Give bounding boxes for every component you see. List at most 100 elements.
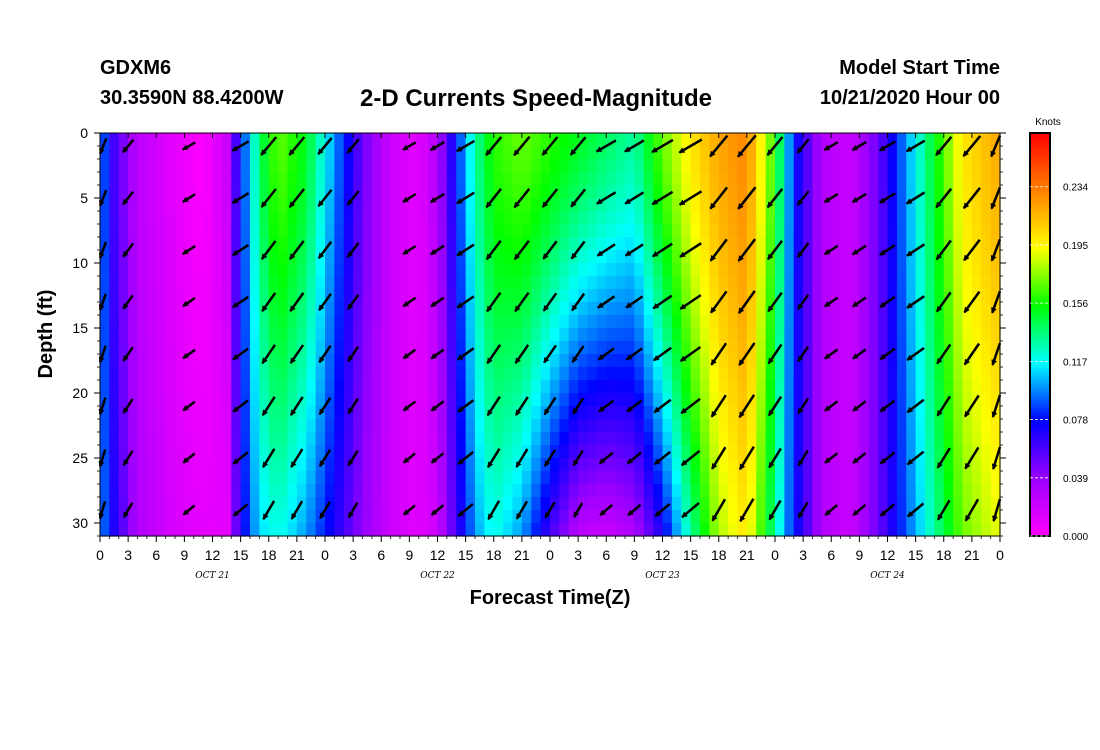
heatmap-cell — [671, 224, 682, 238]
heatmap-cell — [718, 406, 729, 420]
heatmap-cell — [775, 510, 785, 524]
current-vector-arrow — [346, 190, 360, 206]
heatmap-cell — [512, 445, 523, 459]
heatmap-cell — [278, 224, 289, 238]
heatmap-cell — [456, 419, 467, 433]
heatmap-cell — [896, 523, 907, 537]
heatmap-cell — [100, 250, 110, 264]
heatmap-cell — [456, 198, 467, 212]
heatmap-cell — [512, 523, 523, 537]
heatmap-cell — [493, 302, 504, 316]
heatmap-cell — [184, 367, 195, 381]
heatmap-cell — [550, 276, 560, 290]
heatmap-cell — [521, 250, 532, 264]
heatmap-cell — [962, 445, 973, 459]
current-vector-arrow — [990, 186, 1002, 210]
heatmap-cell — [671, 484, 682, 498]
heatmap-cell — [175, 237, 185, 251]
heatmap-cell — [193, 432, 204, 446]
heatmap-cell — [878, 315, 889, 329]
heatmap-cell — [606, 341, 617, 355]
heatmap-cell — [493, 406, 504, 420]
heatmap-cell — [746, 432, 757, 446]
heatmap-cell — [437, 458, 448, 472]
heatmap-cell — [831, 263, 842, 277]
heatmap-cell — [381, 406, 392, 420]
heatmap-cell — [737, 289, 748, 303]
heatmap-cell — [625, 354, 635, 368]
heatmap-cell — [596, 458, 607, 472]
heatmap-cell — [831, 133, 842, 147]
heatmap-cell — [390, 406, 401, 420]
current-vector-arrow — [852, 452, 867, 464]
current-vector-arrow — [231, 140, 250, 152]
heatmap-cell — [821, 302, 832, 316]
heatmap-cell — [803, 224, 814, 238]
heatmap-cell — [184, 289, 195, 303]
current-vector-arrow — [486, 343, 502, 365]
heatmap-cell — [803, 328, 814, 342]
heatmap-cell — [821, 315, 832, 329]
heatmap-cell — [100, 263, 110, 277]
heatmap-cell — [418, 146, 429, 160]
heatmap-cell — [306, 250, 317, 264]
heatmap-cell — [906, 302, 917, 316]
heatmap-cell — [615, 315, 626, 329]
heatmap-cell — [934, 471, 945, 485]
heatmap-cell — [231, 497, 242, 511]
heatmap-cell — [728, 341, 739, 355]
heatmap-cell — [306, 263, 317, 277]
heatmap-cell — [146, 198, 157, 212]
heatmap-cell — [700, 471, 710, 485]
heatmap-cell — [868, 445, 879, 459]
heatmap-cell — [175, 302, 185, 316]
heatmap-cell — [250, 445, 260, 459]
heatmap-cell — [596, 276, 607, 290]
heatmap-cell — [765, 185, 776, 199]
heatmap-cell — [296, 523, 307, 537]
heatmap-cell — [184, 432, 195, 446]
heatmap-cell — [625, 185, 635, 199]
heatmap-cell — [981, 510, 992, 524]
heatmap-cell — [315, 341, 326, 355]
heatmap-cell — [878, 393, 889, 407]
heatmap-cell — [409, 393, 420, 407]
current-vector-arrow — [737, 134, 757, 158]
heatmap-cell — [606, 263, 617, 277]
heatmap-cell — [203, 432, 214, 446]
current-vector-arrow — [906, 450, 925, 466]
heatmap-cell — [118, 276, 129, 290]
current-vector-arrow — [991, 342, 1002, 366]
heatmap-cell — [446, 250, 457, 264]
heatmap-cell — [259, 367, 270, 381]
heatmap-cell — [568, 341, 579, 355]
heatmap-cell — [146, 341, 157, 355]
heatmap-cell — [690, 185, 701, 199]
heatmap-cell — [746, 315, 757, 329]
heatmap-cell — [550, 380, 560, 394]
heatmap-cell — [784, 432, 795, 446]
heatmap-cell — [231, 198, 242, 212]
heatmap-cell — [203, 237, 214, 251]
current-vector-arrow — [402, 244, 417, 256]
heatmap-cell — [634, 146, 645, 160]
heatmap-cell — [212, 185, 223, 199]
heatmap-cell — [193, 159, 204, 173]
heatmap-cell — [521, 354, 532, 368]
heatmap-cell — [878, 198, 889, 212]
heatmap-cell — [512, 276, 523, 290]
current-vector-arrow — [98, 293, 107, 312]
heatmap-cell — [428, 458, 439, 472]
heatmap-cell — [906, 276, 917, 290]
heatmap-cell — [137, 172, 148, 186]
heatmap-cell — [765, 172, 776, 186]
heatmap-cell — [381, 419, 392, 433]
heatmap-cell — [278, 276, 289, 290]
heatmap-cell — [953, 393, 964, 407]
heatmap-cell — [287, 341, 298, 355]
heatmap-cell — [643, 211, 654, 225]
heatmap-cell — [146, 393, 157, 407]
current-vector-arrow — [824, 452, 839, 464]
heatmap-cell — [100, 224, 110, 238]
heatmap-cell — [334, 458, 345, 472]
